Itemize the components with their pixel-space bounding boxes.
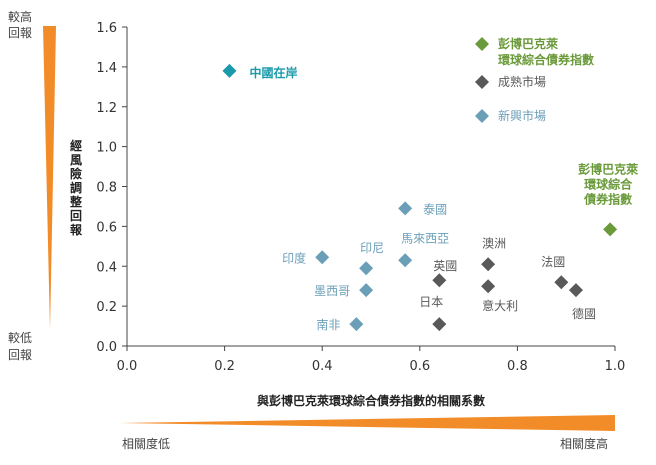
data-label: 南非 — [316, 317, 340, 332]
data-point — [568, 283, 583, 298]
legend-label: 成熟市場 — [498, 74, 546, 89]
data-point — [398, 201, 413, 216]
data-point — [603, 222, 618, 237]
legend-marker — [475, 109, 489, 123]
y-axis-title-char: 險 — [70, 166, 82, 181]
legend-label: 環球綜合債券指數 — [498, 52, 594, 67]
y-axis-title-char: 報 — [70, 222, 83, 237]
legend-label: 新興市場 — [498, 108, 546, 123]
x-tick-label: 0.4 — [312, 359, 333, 374]
data-label: 墨西哥 — [314, 284, 350, 298]
legend-marker — [475, 37, 489, 51]
data-point — [481, 279, 496, 294]
data-point — [349, 317, 364, 332]
data-label: 意大利 — [482, 298, 518, 313]
data-label: 泰國 — [423, 202, 447, 216]
correlation-scale-wedge — [120, 415, 615, 431]
x-low-label: 相關度低 — [122, 436, 170, 451]
data-point — [359, 261, 374, 276]
data-point — [315, 250, 330, 265]
data-point — [222, 63, 237, 78]
data-label: 債券指數 — [583, 191, 632, 206]
data-label: 環球綜合 — [584, 176, 633, 191]
data-label: 法國 — [541, 255, 565, 269]
data-label: 印尼 — [360, 241, 384, 255]
data-point — [432, 273, 447, 288]
y-axis-title-char: 調 — [70, 180, 82, 195]
y-high-label-line1: 較高 — [8, 9, 32, 24]
x-tick-label: 0.6 — [409, 359, 430, 374]
data-point — [481, 257, 496, 272]
x-high-label: 相關度高 — [560, 436, 608, 451]
x-tick-label: 0.2 — [214, 359, 235, 374]
data-point — [398, 253, 413, 268]
x-tick-label: 1.0 — [605, 359, 626, 374]
y-axis-title-char: 風 — [70, 153, 82, 167]
y-tick-label: 0.6 — [96, 220, 117, 235]
y-tick-label: 0.2 — [96, 300, 117, 315]
y-tick-label: 1.2 — [96, 101, 117, 116]
return-scale-wedge — [43, 26, 56, 330]
y-tick-label: 1.4 — [96, 61, 117, 76]
legend-marker — [475, 75, 489, 89]
data-point — [432, 317, 447, 332]
y-tick-label: 0.0 — [96, 340, 117, 355]
data-label: 日本 — [419, 295, 443, 309]
y-tick-label: 1.6 — [96, 21, 117, 36]
x-axis-title: 與彭博巴克萊環球綜合債券指數的相關系數 — [257, 393, 485, 408]
data-label: 英國 — [433, 259, 457, 273]
y-high-label-line2: 回報 — [8, 26, 32, 40]
data-point — [554, 275, 569, 290]
data-label: 印度 — [282, 250, 306, 265]
y-tick-label: 1.0 — [96, 141, 117, 156]
y-axis-title-char: 經 — [70, 138, 82, 153]
x-tick-label: 0.0 — [117, 359, 138, 374]
data-label: 德國 — [572, 306, 596, 321]
data-label: 澳洲 — [482, 236, 506, 250]
data-label: 中國在岸 — [249, 65, 297, 80]
y-tick-label: 0.8 — [96, 181, 117, 196]
x-tick-label: 0.8 — [507, 359, 528, 374]
y-low-label-line2: 回報 — [8, 348, 32, 362]
data-label: 彭博巴克萊 — [578, 161, 639, 176]
data-label: 馬來西亞 — [401, 231, 449, 245]
y-axis-title-char: 整 — [69, 194, 82, 209]
y-low-label-line1: 較低 — [8, 330, 32, 345]
legend-label: 彭博巴克萊 — [498, 36, 559, 51]
data-point — [359, 283, 374, 298]
y-tick-label: 0.4 — [96, 260, 117, 275]
y-axis-title-char: 回 — [70, 209, 82, 223]
